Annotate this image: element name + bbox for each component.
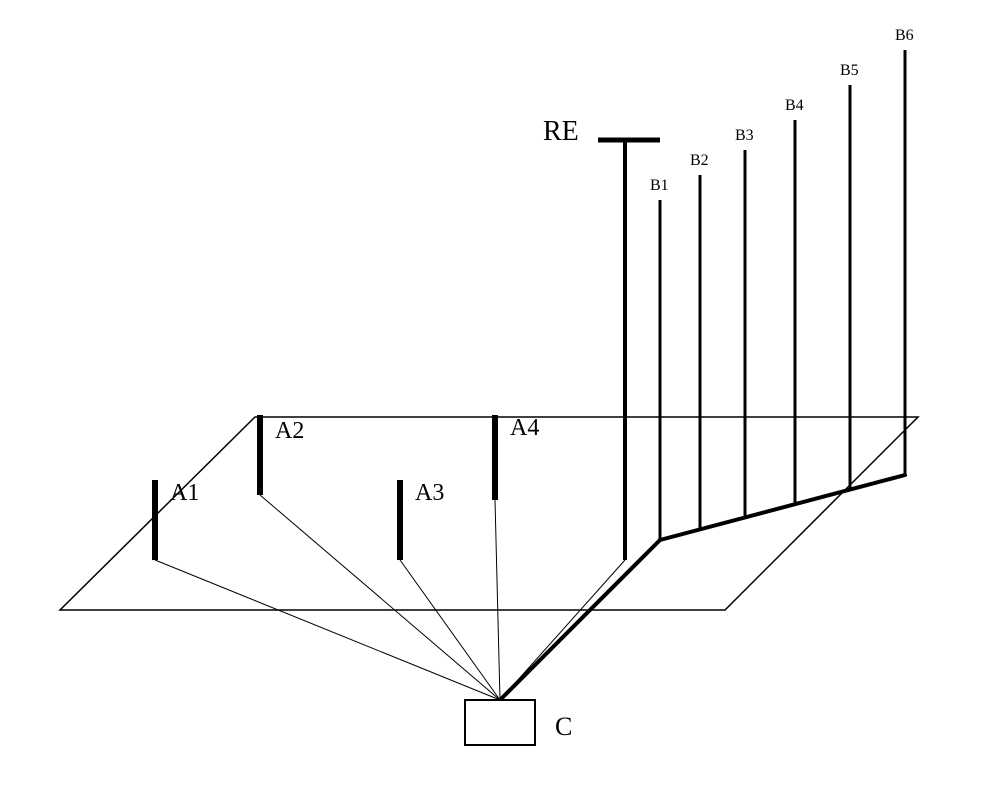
label-B1: B1 (650, 177, 669, 194)
ground-plane (60, 417, 918, 610)
connector-A4-to-C (495, 500, 500, 700)
label-B4: B4 (785, 97, 804, 114)
label-B3: B3 (735, 127, 754, 144)
label-A1: A1 (170, 480, 199, 506)
connector-A1-to-C (155, 560, 500, 700)
box-C (465, 700, 535, 745)
connector-A3-to-C (400, 560, 500, 700)
label-A2: A2 (275, 418, 304, 444)
label-C: C (555, 712, 572, 741)
connector-Bbus-to-C (500, 540, 660, 700)
label-B2: B2 (690, 152, 709, 169)
label-B5: B5 (840, 62, 859, 79)
label-A4: A4 (510, 415, 539, 441)
diagram-svg: A1 A2 A3 A4 B1 B2 B3 B4 B5 B6 RE C (0, 0, 1000, 794)
label-A3: A3 (415, 480, 444, 506)
B-bus-line (660, 475, 905, 540)
label-B6: B6 (895, 27, 914, 44)
connector-A2-to-C (260, 495, 500, 700)
label-RE: RE (543, 116, 579, 147)
